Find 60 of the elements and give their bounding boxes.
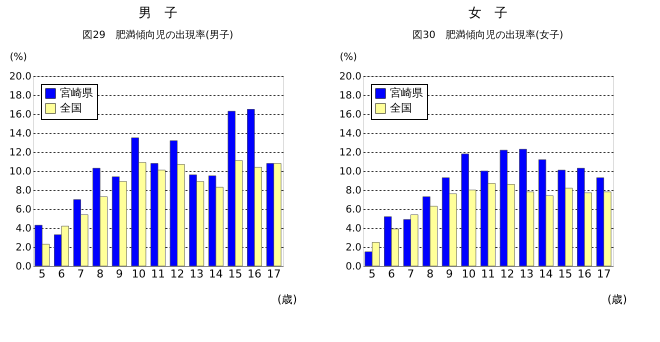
x-tick-label: 12 <box>500 268 514 280</box>
x-tick-label: 14 <box>538 268 553 280</box>
y-tick-label: 18.0 <box>9 90 32 102</box>
x-axis-title: (歳) <box>277 293 297 306</box>
x-tick-label: 13 <box>520 268 534 280</box>
x-tick-label: 8 <box>426 268 434 280</box>
y-tick-label: 20.0 <box>339 72 362 82</box>
y-axis-title: (%) <box>340 52 358 63</box>
x-tick-label: 5 <box>38 268 46 280</box>
x-tick-label: 13 <box>190 268 204 280</box>
x-tick-label: 9 <box>116 268 123 280</box>
x-tick-label: 11 <box>481 268 495 280</box>
x-axis-title: (歳) <box>607 293 627 306</box>
y-tick-label: 10.0 <box>339 166 362 178</box>
x-tick-label: 10 <box>462 268 476 280</box>
y-tick-label: 14.0 <box>9 128 32 140</box>
x-tick-label: 8 <box>96 268 104 280</box>
x-tick-label: 16 <box>248 268 262 280</box>
y-tick-label: 20.0 <box>9 72 32 82</box>
x-tick-label: 14 <box>208 268 223 280</box>
y-tick-label: 8.0 <box>346 186 362 196</box>
y-tick-label: 16.0 <box>9 110 32 120</box>
y-tick-label: 2.0 <box>346 242 362 254</box>
y-axis-title: (%) <box>10 52 28 63</box>
y-tick-label: 4.0 <box>16 224 32 234</box>
y-tick-label: 14.0 <box>339 128 362 140</box>
y-tick-label: 10.0 <box>9 166 32 178</box>
x-tick-label: 15 <box>558 268 572 280</box>
x-tick-label: 17 <box>266 268 281 280</box>
x-tick-label: 17 <box>596 268 611 280</box>
x-tick-label: 7 <box>77 268 84 280</box>
x-tick-label: 12 <box>170 268 184 280</box>
y-tick-label: 6.0 <box>16 204 32 216</box>
x-tick-label: 6 <box>58 268 65 280</box>
x-tick-label: 11 <box>151 268 165 280</box>
legend-label: 宮崎県 <box>60 86 93 100</box>
y-tick-label: 12.0 <box>339 148 362 158</box>
x-tick-label: 16 <box>578 268 592 280</box>
legend-label: 全国 <box>60 102 82 114</box>
x-tick-label: 5 <box>368 268 376 280</box>
x-tick-label: 6 <box>388 268 395 280</box>
x-tick-label: 7 <box>407 268 414 280</box>
legend-label: 宮崎県 <box>390 86 423 100</box>
x-tick-label: 10 <box>132 268 146 280</box>
y-tick-label: 4.0 <box>346 224 362 234</box>
y-tick-label: 6.0 <box>346 204 362 216</box>
y-tick-label: 0.0 <box>346 262 362 272</box>
x-tick-label: 15 <box>228 268 242 280</box>
y-tick-label: 12.0 <box>9 148 32 158</box>
legend-label: 全国 <box>390 102 412 114</box>
chart-subtitle: 図29 肥満傾向児の出現率(男子) <box>82 29 234 41</box>
chart-title: 男 子 <box>138 6 178 21</box>
x-tick-label: 9 <box>446 268 453 280</box>
y-tick-label: 8.0 <box>16 186 32 196</box>
y-tick-label: 16.0 <box>339 110 362 120</box>
y-tick-label: 2.0 <box>16 242 32 254</box>
y-tick-label: 0.0 <box>16 262 32 272</box>
chart-subtitle: 図30 肥満傾向児の出現率(女子) <box>412 29 564 41</box>
chart-title: 女 子 <box>468 6 508 21</box>
y-tick-label: 18.0 <box>339 90 362 102</box>
